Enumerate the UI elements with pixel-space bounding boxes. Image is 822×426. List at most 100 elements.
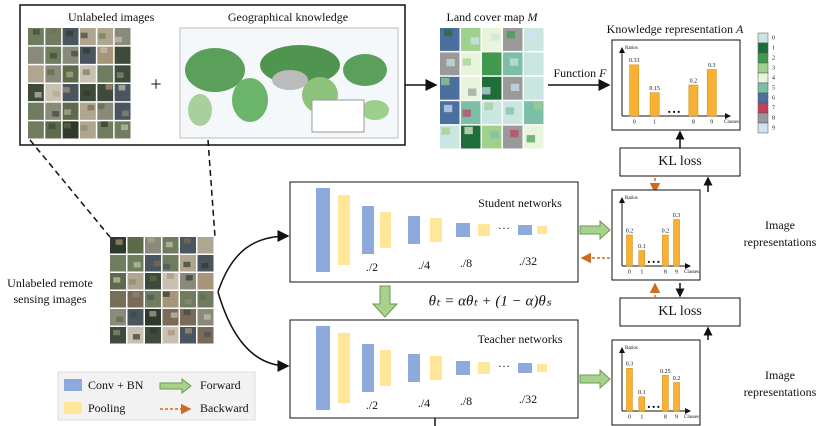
scale-label: ./8 — [460, 394, 472, 408]
arrow — [217, 230, 290, 293]
image-tile-detail — [71, 50, 79, 57]
image-tile-detail — [205, 278, 213, 284]
image-tile-detail — [170, 312, 178, 318]
label: Image — [765, 368, 795, 382]
kl-loss: KL loss — [658, 154, 701, 169]
bar — [626, 368, 633, 412]
bar — [688, 84, 699, 117]
image-tile-detail — [446, 58, 455, 67]
kl-loss: KL loss — [658, 304, 701, 319]
label: sensing images — [14, 292, 87, 306]
zoom-line — [207, 139, 216, 238]
image-tile-detail — [28, 123, 36, 130]
image-tile-detail — [162, 291, 170, 297]
image-tile-detail — [118, 84, 126, 91]
bar — [662, 375, 669, 412]
image-tile — [127, 291, 144, 308]
image-tile-detail — [150, 328, 158, 334]
image-tile — [440, 101, 460, 125]
image-tile-detail — [32, 29, 40, 35]
image-tile-detail — [132, 291, 140, 298]
class-swatch — [757, 92, 769, 104]
image-tile-detail — [50, 52, 58, 59]
x-tick-label: 9 — [675, 414, 678, 420]
image-tile-detail — [52, 111, 60, 117]
x-tick-label: 1 — [640, 414, 643, 420]
image-tile-detail — [184, 328, 192, 334]
layer-block — [380, 212, 391, 248]
image-tile — [145, 273, 161, 290]
image-tile-detail — [184, 299, 192, 305]
image-tile-detail — [87, 104, 95, 111]
y-axis-label: Ratios — [625, 196, 638, 201]
chart-box — [611, 339, 701, 426]
y-axis-label: Ratios — [625, 46, 638, 51]
layer-block — [478, 224, 490, 236]
zoom-line — [29, 139, 111, 238]
class-swatch — [757, 122, 769, 134]
image-tile — [180, 327, 196, 344]
layer-block — [518, 225, 532, 235]
land — [272, 70, 308, 90]
image-tile — [28, 121, 44, 139]
class-label: 6 — [772, 95, 775, 101]
image-tile-detail — [63, 122, 71, 129]
legend-swatch — [64, 402, 82, 414]
bar — [706, 69, 717, 117]
image-tile-detail — [444, 29, 453, 37]
update-arrow — [371, 285, 399, 318]
class-label: 8 — [772, 115, 775, 121]
image-tile-detail — [116, 72, 124, 78]
class-swatch — [757, 32, 769, 44]
forward-arrow — [579, 368, 611, 390]
image-tile-detail — [48, 123, 56, 130]
bar — [649, 92, 660, 117]
image-tile-detail — [113, 329, 121, 336]
kl-box — [619, 147, 741, 177]
x-tick-label: 9 — [710, 119, 713, 125]
formula: θₜ = αθₜ + (1 − α)θₛ — [429, 293, 552, 309]
layer-block — [338, 195, 350, 265]
ellipsis: … — [647, 397, 661, 412]
image-tile-detail — [167, 273, 175, 279]
ellipsis: … — [498, 218, 510, 232]
layer-block — [362, 344, 374, 392]
image-tile — [28, 46, 44, 64]
image-tile-detail — [105, 84, 113, 90]
land — [232, 78, 268, 122]
layer-block — [316, 188, 330, 272]
image-tile-detail — [510, 129, 519, 138]
bar-label: 0.2 — [673, 376, 681, 382]
bar-label: 0.25 — [660, 369, 671, 375]
class-label: 3 — [772, 65, 775, 71]
label: Image — [765, 218, 795, 232]
bar — [662, 234, 669, 267]
x-tick-label: 1 — [653, 119, 656, 125]
layer-block — [456, 223, 470, 237]
image-tile-detail — [487, 59, 496, 67]
image-tile-detail — [201, 245, 209, 251]
image-tile-detail — [66, 71, 74, 78]
image-tile-detail — [153, 260, 161, 267]
bar — [638, 250, 646, 267]
image-tile-detail — [66, 30, 74, 37]
map-legend — [311, 99, 365, 133]
scale-label: ./8 — [460, 256, 472, 270]
scale-label: ./2 — [366, 398, 378, 412]
image-tile-detail — [35, 108, 43, 114]
layer-block — [456, 361, 470, 375]
x-tick-label: 8 — [664, 269, 667, 275]
image-tile-detail — [510, 83, 520, 92]
legend-forward — [159, 377, 192, 395]
image-tile-detail — [506, 31, 516, 39]
image-tile-detail — [149, 275, 157, 282]
class-label: 4 — [772, 75, 775, 81]
image-tile — [162, 273, 179, 290]
x-axis-label: Classes — [684, 270, 699, 275]
ellipsis: … — [667, 102, 681, 117]
label: Teacher networks — [478, 332, 563, 346]
image-tile-detail — [462, 109, 471, 117]
input-box — [19, 4, 406, 146]
layer-block — [518, 363, 532, 373]
